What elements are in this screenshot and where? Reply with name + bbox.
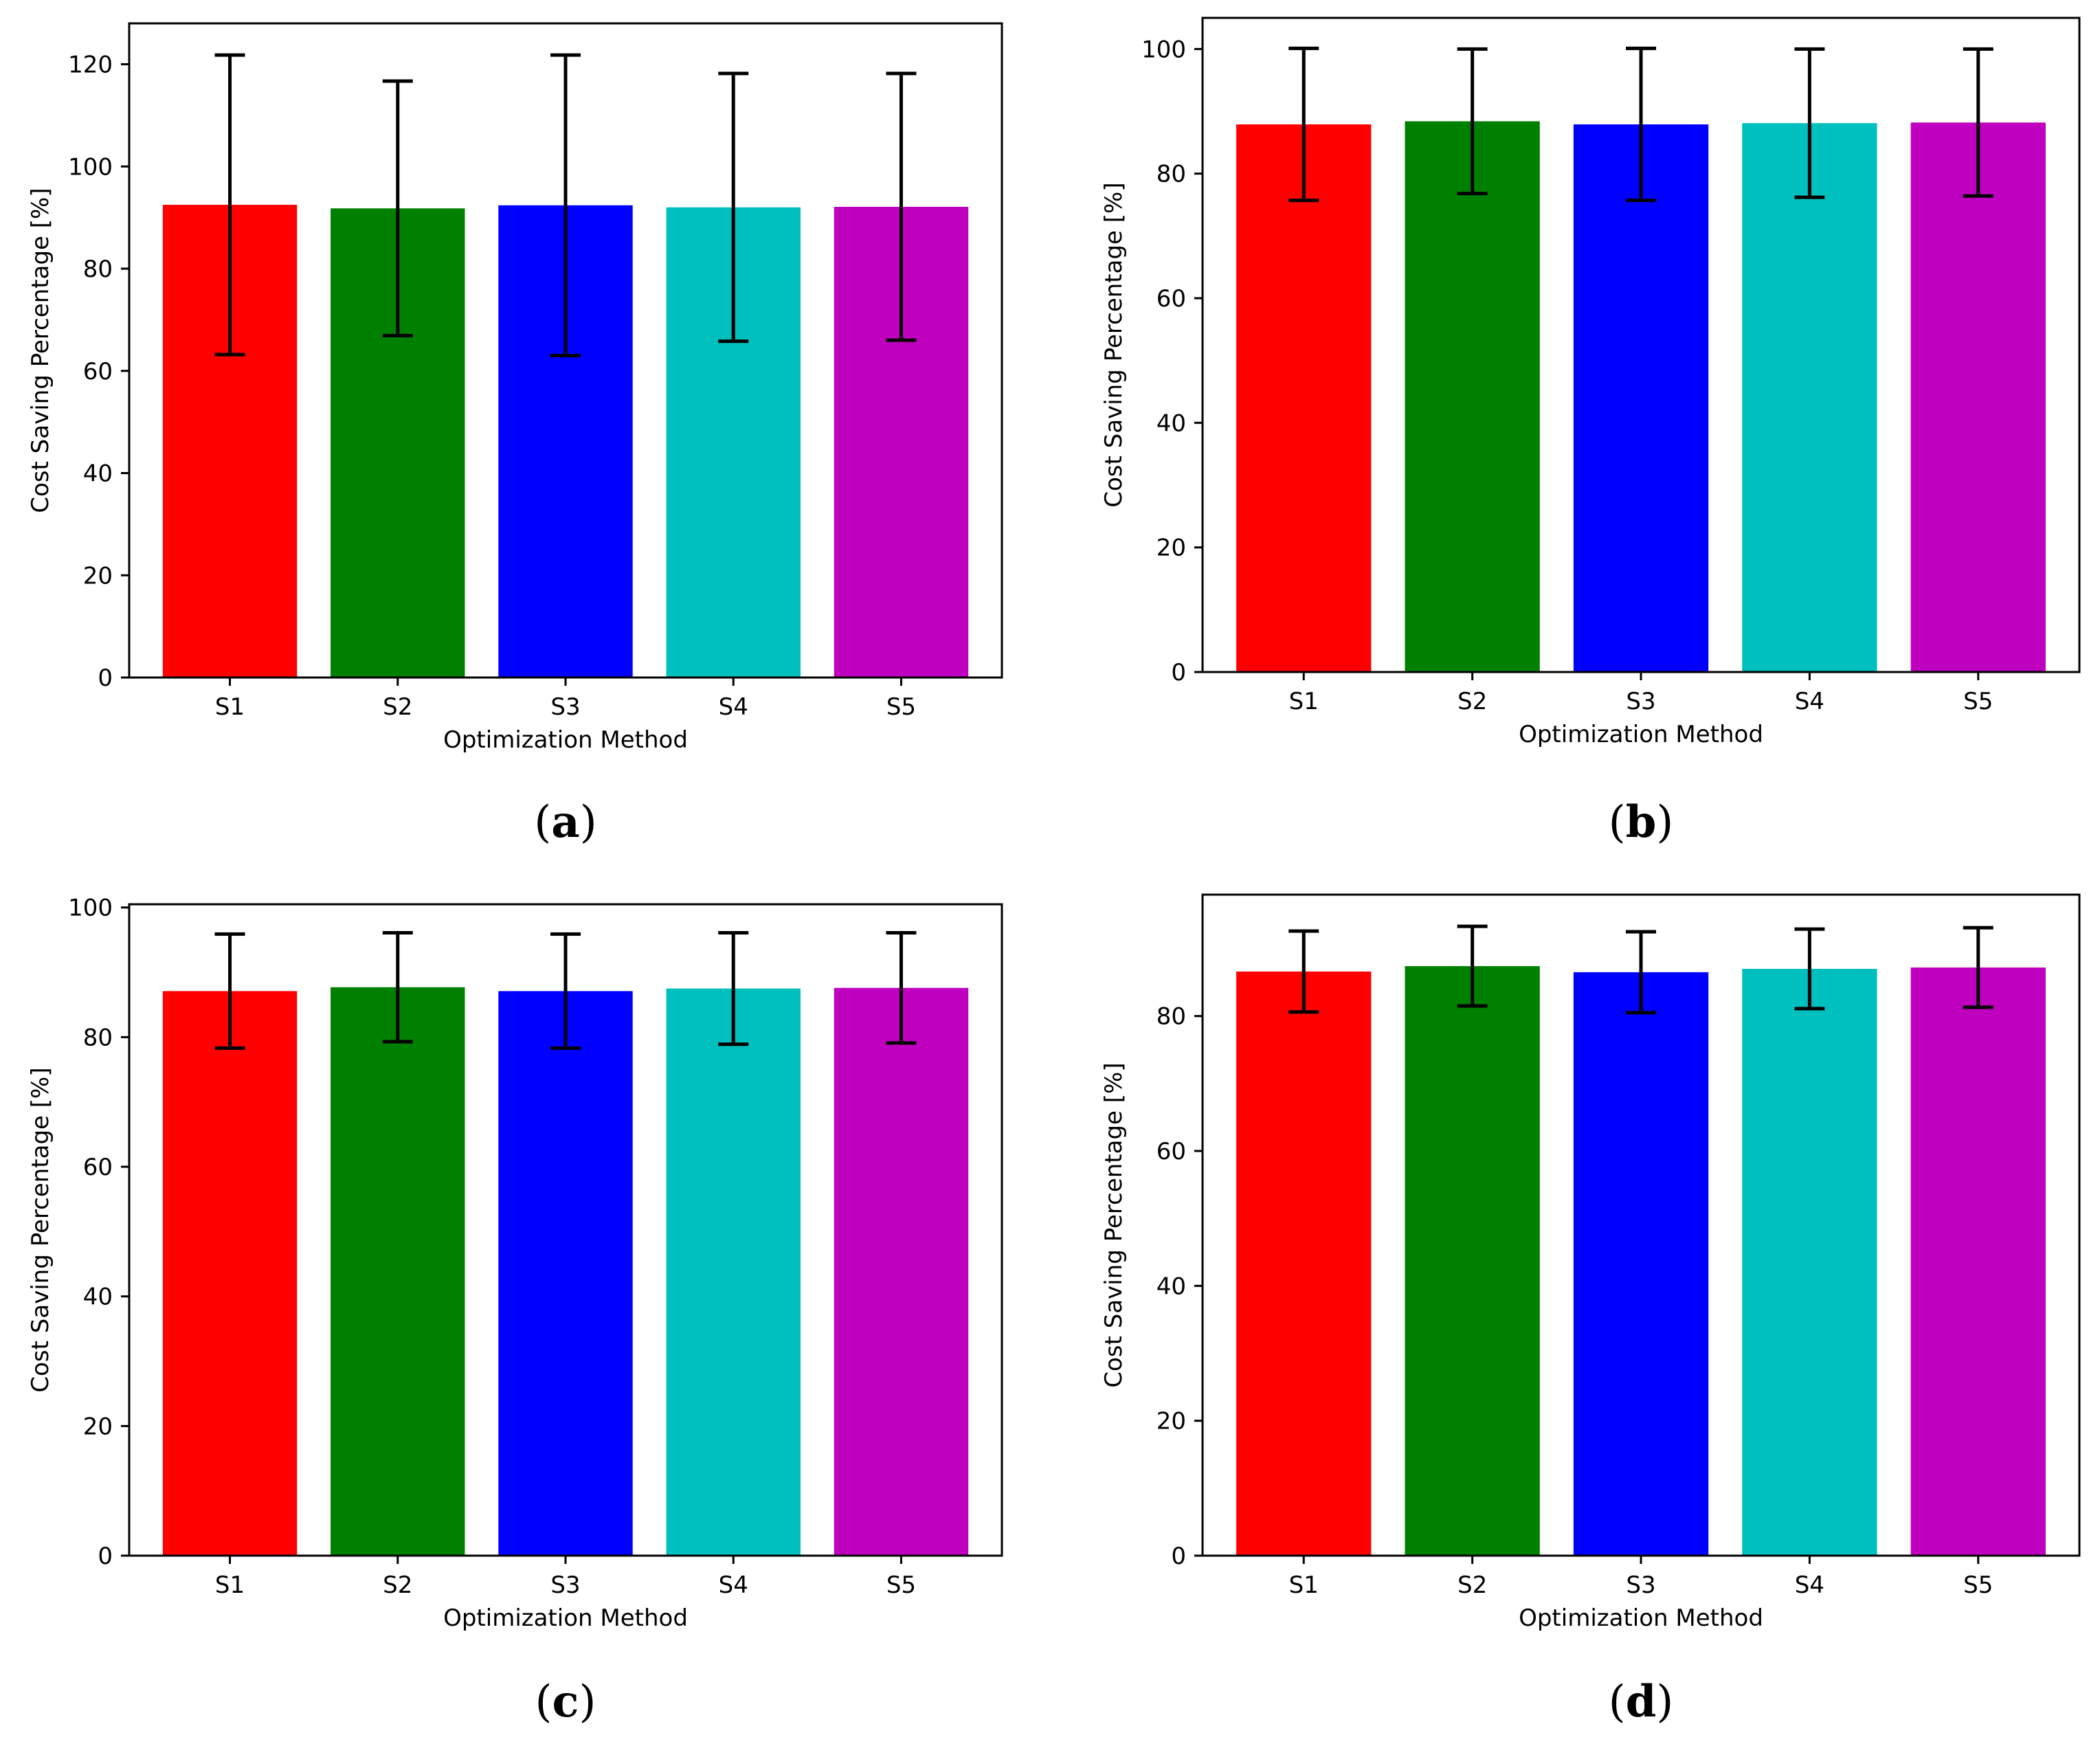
bar-s4 <box>1742 968 1877 1556</box>
y-tick-label: 0 <box>1171 659 1186 686</box>
y-tick-label: 80 <box>1157 161 1186 188</box>
bar-s1 <box>1236 124 1372 673</box>
bar-s3 <box>498 991 633 1556</box>
chart-panel-a: 0 20 40 60 80 100 120 S1 S2 S3 S4 S5 Optimization Me… <box>27 22 1003 848</box>
error-bar-s5 <box>886 71 917 342</box>
error-bar-s2 <box>1457 47 1488 196</box>
y-tick-label: 80 <box>83 256 113 283</box>
chart-panel-d: 0 20 40 60 80 S1 S2 S3 S4 S5 Optimization Method Co… <box>1100 893 2081 1727</box>
x-tick-label: S4 <box>719 1571 748 1599</box>
y-tick-label: 120 <box>68 52 113 79</box>
y-axis-label: Cost Saving Percentage [%] <box>1100 1062 1128 1387</box>
y-tick-label: 40 <box>83 1284 113 1311</box>
y-tick-label: 40 <box>1157 410 1186 437</box>
error-bar-s5 <box>1963 926 1993 1009</box>
error-bar-s3 <box>1626 46 1656 203</box>
x-tick-label: S5 <box>1963 1571 1993 1599</box>
x-tick-label: S2 <box>383 1571 412 1599</box>
chart-panel-b: 0 20 40 60 80 100 S1 S2 S3 S4 S5 Optimization Metho… <box>1100 16 2081 848</box>
y-tick-label: 80 <box>83 1024 113 1051</box>
y-tick-label: 20 <box>83 1413 113 1440</box>
x-tick-label: S1 <box>1289 688 1319 715</box>
y-tick-label: 100 <box>1141 36 1186 63</box>
bar-s4 <box>1742 123 1877 672</box>
bar-s2 <box>1405 966 1540 1556</box>
x-tick-label: S4 <box>1795 688 1824 715</box>
error-bar-s2 <box>382 79 413 337</box>
error-bar-s5 <box>886 931 917 1045</box>
y-tick-label: 0 <box>98 664 113 692</box>
y-tick-label: 100 <box>68 895 113 922</box>
x-tick-label: S5 <box>886 1571 916 1599</box>
x-tick-label: S4 <box>1795 1571 1824 1599</box>
x-axis-label: Optimization Method <box>443 726 688 754</box>
x-tick-label: S3 <box>550 1571 580 1599</box>
error-bar-s1 <box>1288 46 1319 203</box>
y-tick-label: 20 <box>1157 535 1186 562</box>
error-bar-s1 <box>214 932 245 1050</box>
x-tick-label: S1 <box>215 1571 245 1599</box>
x-axis-label: Optimization Method <box>1519 1604 1763 1632</box>
x-tick-label: S5 <box>886 693 916 721</box>
y-tick-label: 40 <box>83 460 113 488</box>
chart-panel-c: 0 20 40 60 80 100 S1 S2 S3 S4 S5 Optimization Metho… <box>27 895 1003 1727</box>
x-tick-label: S1 <box>1289 1571 1319 1599</box>
panel-label: (b) <box>1609 796 1674 848</box>
bar-s3 <box>1573 972 1709 1556</box>
y-axis-label: Cost Saving Percentage [%] <box>1100 182 1128 507</box>
y-tick-label: 60 <box>83 1154 113 1181</box>
x-tick-label: S2 <box>383 693 412 721</box>
y-tick-label: 20 <box>1157 1408 1186 1435</box>
error-bar-s3 <box>550 932 581 1050</box>
x-tick-label: S4 <box>719 693 748 721</box>
bar-s5 <box>834 987 969 1556</box>
error-bar-s4 <box>718 71 749 344</box>
bar-s3 <box>1573 124 1709 673</box>
error-bar-s1 <box>1288 929 1319 1014</box>
x-tick-label: S1 <box>215 693 245 721</box>
y-tick-label: 40 <box>1157 1273 1186 1300</box>
bar-s5 <box>1910 967 2046 1556</box>
panel-label: (c) <box>535 1676 596 1727</box>
error-bar-s3 <box>550 53 581 357</box>
x-axis-label: Optimization Method <box>443 1604 688 1632</box>
error-bar-s4 <box>718 931 749 1047</box>
x-tick-label: S3 <box>1626 688 1655 715</box>
error-bar-s4 <box>1794 927 1825 1011</box>
error-bar-s5 <box>1963 47 1993 198</box>
error-bar-s1 <box>214 53 245 357</box>
y-tick-label: 60 <box>83 358 113 385</box>
x-tick-label: S2 <box>1457 688 1487 715</box>
y-axis-label: Cost Saving Percentage [%] <box>27 188 54 513</box>
error-bar-s3 <box>1626 930 1656 1015</box>
y-tick-label: 0 <box>98 1543 113 1570</box>
error-bar-s2 <box>1457 924 1488 1008</box>
panel-label: (a) <box>534 796 596 848</box>
panel-label: (d) <box>1609 1676 1674 1727</box>
y-tick-label: 0 <box>1171 1543 1186 1570</box>
bar-s4 <box>666 988 801 1556</box>
x-axis-label: Optimization Method <box>1519 721 1763 748</box>
y-tick-label: 60 <box>1157 285 1186 313</box>
error-bar-s4 <box>1794 47 1825 199</box>
y-tick-label: 60 <box>1157 1138 1186 1165</box>
x-tick-label: S5 <box>1963 688 1993 715</box>
bar-s2 <box>1405 121 1540 673</box>
bar-s2 <box>331 987 465 1556</box>
x-tick-label: S3 <box>550 693 580 721</box>
error-bar-s2 <box>382 931 413 1044</box>
bar-s1 <box>162 991 298 1556</box>
y-axis-label: Cost Saving Percentage [%] <box>27 1067 54 1392</box>
bar-s5 <box>1910 122 2046 672</box>
y-tick-label: 20 <box>83 562 113 590</box>
y-tick-label: 100 <box>68 153 113 181</box>
x-tick-label: S2 <box>1457 1571 1487 1599</box>
y-tick-label: 80 <box>1157 1003 1186 1031</box>
bar-s1 <box>1236 971 1372 1556</box>
x-tick-label: S3 <box>1626 1571 1655 1599</box>
